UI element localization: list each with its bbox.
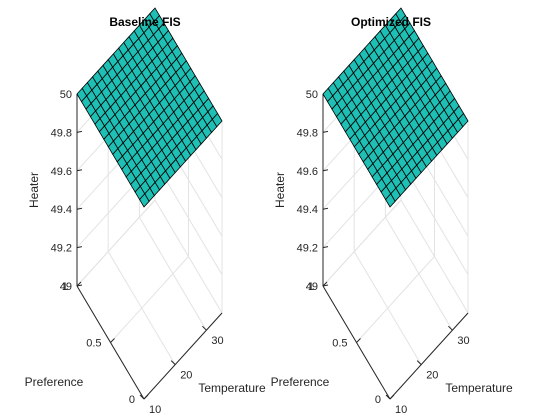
- y-tick: [76, 281, 82, 287]
- chart-title: Optimized FIS: [351, 15, 431, 29]
- z-tick-label: 49: [60, 281, 72, 293]
- z-tick-label: 49.8: [297, 127, 318, 139]
- y-tick: [322, 281, 328, 287]
- surface-face: [149, 7, 160, 22]
- z-tick: [76, 130, 83, 133]
- z-tick-label: 50: [60, 89, 72, 101]
- z-tick-label: 49.4: [51, 204, 72, 216]
- x-tick-label: 30: [457, 335, 469, 347]
- y-tick: [110, 338, 115, 343]
- x-tick-label: 10: [149, 404, 161, 416]
- z-tick-label: 49.6: [51, 166, 72, 178]
- x-axis-line: [143, 312, 223, 400]
- y-tick: [389, 394, 395, 400]
- y-tick-label: 0: [375, 394, 381, 406]
- grid-line: [356, 256, 435, 343]
- x-tick: [139, 394, 145, 400]
- grid-line: [322, 199, 402, 287]
- z-tick: [322, 246, 329, 249]
- y-tick-label: 0: [129, 394, 135, 406]
- x-tick: [448, 325, 453, 331]
- y-tick: [356, 338, 361, 343]
- y-tick: [143, 394, 149, 400]
- z-axis-label: Heater: [27, 172, 41, 208]
- z-tick-label: 49.2: [297, 243, 318, 255]
- x-tick-label: 20: [180, 370, 192, 382]
- y-tick-label: 0.5: [332, 338, 347, 350]
- x-tick: [416, 360, 422, 365]
- grid-line: [76, 199, 156, 287]
- grid-line: [110, 256, 189, 343]
- y-tick-label: 1: [308, 281, 314, 293]
- y-tick-label: 1: [62, 281, 68, 293]
- x-tick: [385, 394, 391, 400]
- x-axis-label: Temperature: [198, 381, 266, 395]
- y-axis-label: Preference: [25, 375, 84, 389]
- x-tick-label: 20: [426, 370, 438, 382]
- y-tick-label: 0.5: [86, 338, 101, 350]
- z-tick-label: 49.2: [51, 243, 72, 255]
- z-tick: [76, 207, 83, 210]
- z-tick-label: 49.8: [51, 127, 72, 139]
- x-axis-label: Temperature: [445, 381, 513, 395]
- surface-face: [395, 7, 406, 22]
- x-tick: [202, 325, 207, 331]
- panel-optimized: 49 49.2 49.4 49.6 49.8 50 0 0.5 1 10 20 30 Optimized…: [271, 7, 513, 416]
- z-tick: [76, 246, 83, 249]
- z-tick-label: 50: [306, 89, 318, 101]
- x-tick-label: 30: [211, 335, 223, 347]
- x-tick-label: 10: [395, 404, 407, 416]
- z-axis-label: Heater: [273, 172, 287, 208]
- z-tick: [322, 169, 329, 172]
- chart-title: Baseline FIS: [109, 15, 180, 29]
- panel-baseline: 49 49.2 49.4 49.6 49.8 50 0 0.5 1 10 20 30 Baseline …: [25, 7, 266, 416]
- z-tick: [76, 169, 83, 172]
- z-tick-label: 49.6: [297, 166, 318, 178]
- z-tick: [322, 130, 329, 133]
- z-tick-label: 49: [306, 281, 318, 293]
- x-tick: [170, 360, 176, 365]
- z-tick-label: 49.4: [297, 204, 318, 216]
- x-axis-line: [389, 312, 469, 400]
- y-axis-label: Preference: [271, 375, 330, 389]
- z-tick: [322, 207, 329, 210]
